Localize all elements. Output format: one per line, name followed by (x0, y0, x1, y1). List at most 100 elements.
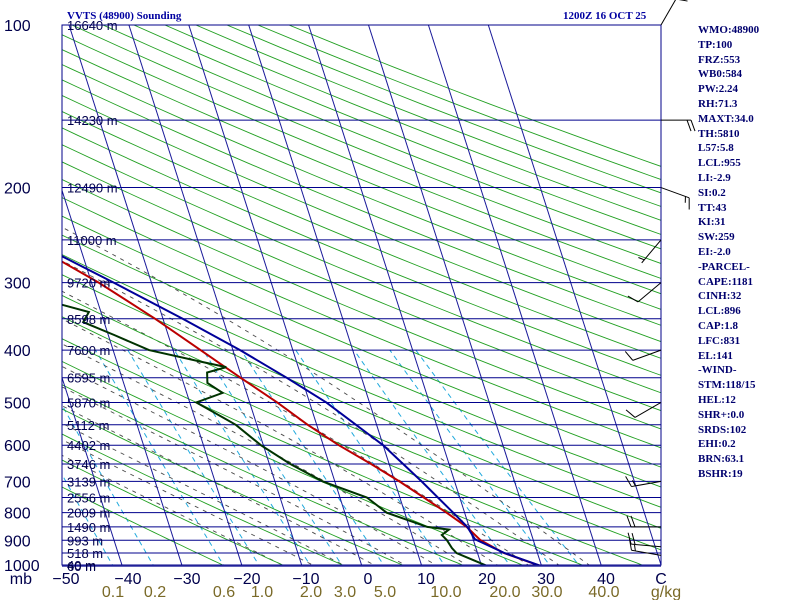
mixing-ratio-label: 20.0 (489, 584, 520, 600)
dry-adiabat-line (62, 197, 661, 449)
wind-barb-flag (624, 351, 634, 361)
height-label: 60 m (67, 559, 96, 574)
isotherm-line (0, 25, 6, 576)
index-item: EI:-2.0 (698, 245, 731, 258)
height-label: 7600 m (67, 343, 110, 358)
height-label: 2556 m (67, 491, 110, 506)
isobars (62, 24, 661, 567)
isotherm-line (62, 188, 183, 565)
mixing-ratio-label: 3.0 (334, 584, 356, 600)
height-label: 6595 m (67, 371, 110, 386)
index-item: CINH:32 (698, 290, 742, 303)
height-label: 3139 m (67, 474, 110, 489)
isotherm-line (68, 25, 243, 565)
mixing-ratio-line (202, 349, 343, 565)
wind-barb (660, 187, 690, 210)
pressure-label: 100 (4, 18, 31, 35)
pressure-label: 1000 (4, 558, 40, 575)
dry-adiabat-line (62, 111, 661, 359)
index-item: STM:118/15 (698, 379, 756, 392)
index-item: LI:-2.9 (698, 171, 731, 184)
dry-adiabat-line (62, 79, 661, 326)
height-label: 9720 m (67, 276, 110, 291)
index-item: EHI:0.2 (698, 438, 736, 451)
wind-barb-flag (686, 119, 692, 132)
index-item: MAXT:34.0 (698, 112, 754, 125)
temperature-tick: 20 (478, 571, 496, 588)
isotherm-line (128, 25, 303, 565)
dry-adiabat-line (71, 25, 661, 264)
index-item: SRDS:102 (698, 423, 747, 436)
wind-barb-flag (678, 0, 688, 2)
dry-adiabat-line (62, 215, 661, 468)
parcel-profile-line (62, 255, 542, 565)
index-item: TT:43 (698, 201, 727, 214)
wind-barb-staff (634, 402, 662, 418)
dry-adiabat-line (62, 34, 661, 279)
pressure-label: 700 (4, 474, 31, 491)
index-item: SHR+:0.0 (698, 408, 745, 421)
dewpoint-profile-line (62, 303, 488, 565)
mixing-ratio-label: 10.0 (430, 584, 461, 600)
wind-barb (625, 476, 662, 488)
moist-adiabat-line (62, 226, 590, 565)
isotherm-line (308, 25, 482, 565)
wind-barb-flag (690, 119, 696, 132)
index-item: LCL:896 (698, 305, 741, 318)
height-label: 16640 m (67, 18, 118, 33)
height-label: 11000 m (67, 233, 117, 248)
temperature-tick: 40 (597, 571, 615, 588)
wind-barb-flag (625, 476, 632, 487)
mixing-ratio-line (127, 349, 260, 565)
isotherm-line (62, 563, 63, 565)
mixing-ratio-label: 30.0 (531, 584, 562, 600)
pressure-label: 800 (4, 506, 31, 523)
moist-adiabats (62, 226, 590, 565)
pressure-label: 400 (4, 343, 31, 360)
wind-barb-flag (630, 515, 636, 528)
index-item: -WIND- (698, 364, 737, 377)
mixing-ratio-line (389, 349, 551, 565)
height-label: 2009 m (67, 506, 110, 521)
index-item: SW:259 (698, 231, 735, 244)
wind-barb (626, 515, 661, 528)
index-item: WB0:584 (698, 68, 742, 81)
wind-barbs (624, 0, 696, 556)
height-label: 993 m (67, 533, 103, 548)
dry-adiabat-line (62, 254, 661, 508)
mixing-ratio-line (62, 473, 114, 565)
temperature-profile-line (62, 260, 542, 565)
wind-barb-flag (625, 409, 636, 418)
index-item: WMO:48900 (698, 24, 760, 36)
wind-barb-flag (633, 544, 636, 551)
height-label: 8598 m (67, 312, 110, 327)
wind-barb-staff (631, 543, 662, 548)
index-item: CAP:1.8 (698, 319, 739, 332)
wind-barb (624, 349, 662, 361)
temperature-tick: −50 (52, 571, 79, 588)
wind-barb (661, 119, 696, 132)
wind-barb-flag (627, 295, 639, 303)
isotherm-line (427, 25, 602, 565)
wind-barb-flag (631, 533, 636, 545)
mixing-ratio-label: 0.2 (144, 584, 166, 600)
index-item: TP:100 (698, 38, 733, 51)
dry-adiabat-line (62, 64, 661, 310)
index-item: BRN:63.1 (698, 453, 745, 466)
wind-barb-staff (641, 239, 662, 264)
temperature-tick: 0 (364, 571, 373, 588)
moist-adiabat-line (62, 343, 468, 565)
dry-adiabats (62, 25, 661, 565)
wind-barb (660, 0, 688, 26)
index-item: PW:2.24 (698, 83, 739, 96)
dry-adiabat-line (62, 384, 464, 565)
mixing-ratio-line (240, 349, 385, 565)
wind-barb (638, 239, 662, 264)
wind-barb-staff (660, 0, 677, 26)
mixing-ratio-label: 1.0 (251, 584, 273, 600)
index-item: LCL:955 (698, 157, 741, 170)
wind-barb-flag (638, 257, 645, 261)
moist-adiabat-line (62, 422, 345, 565)
wind-barb-flag (627, 532, 632, 545)
dry-adiabat-line (62, 49, 661, 295)
